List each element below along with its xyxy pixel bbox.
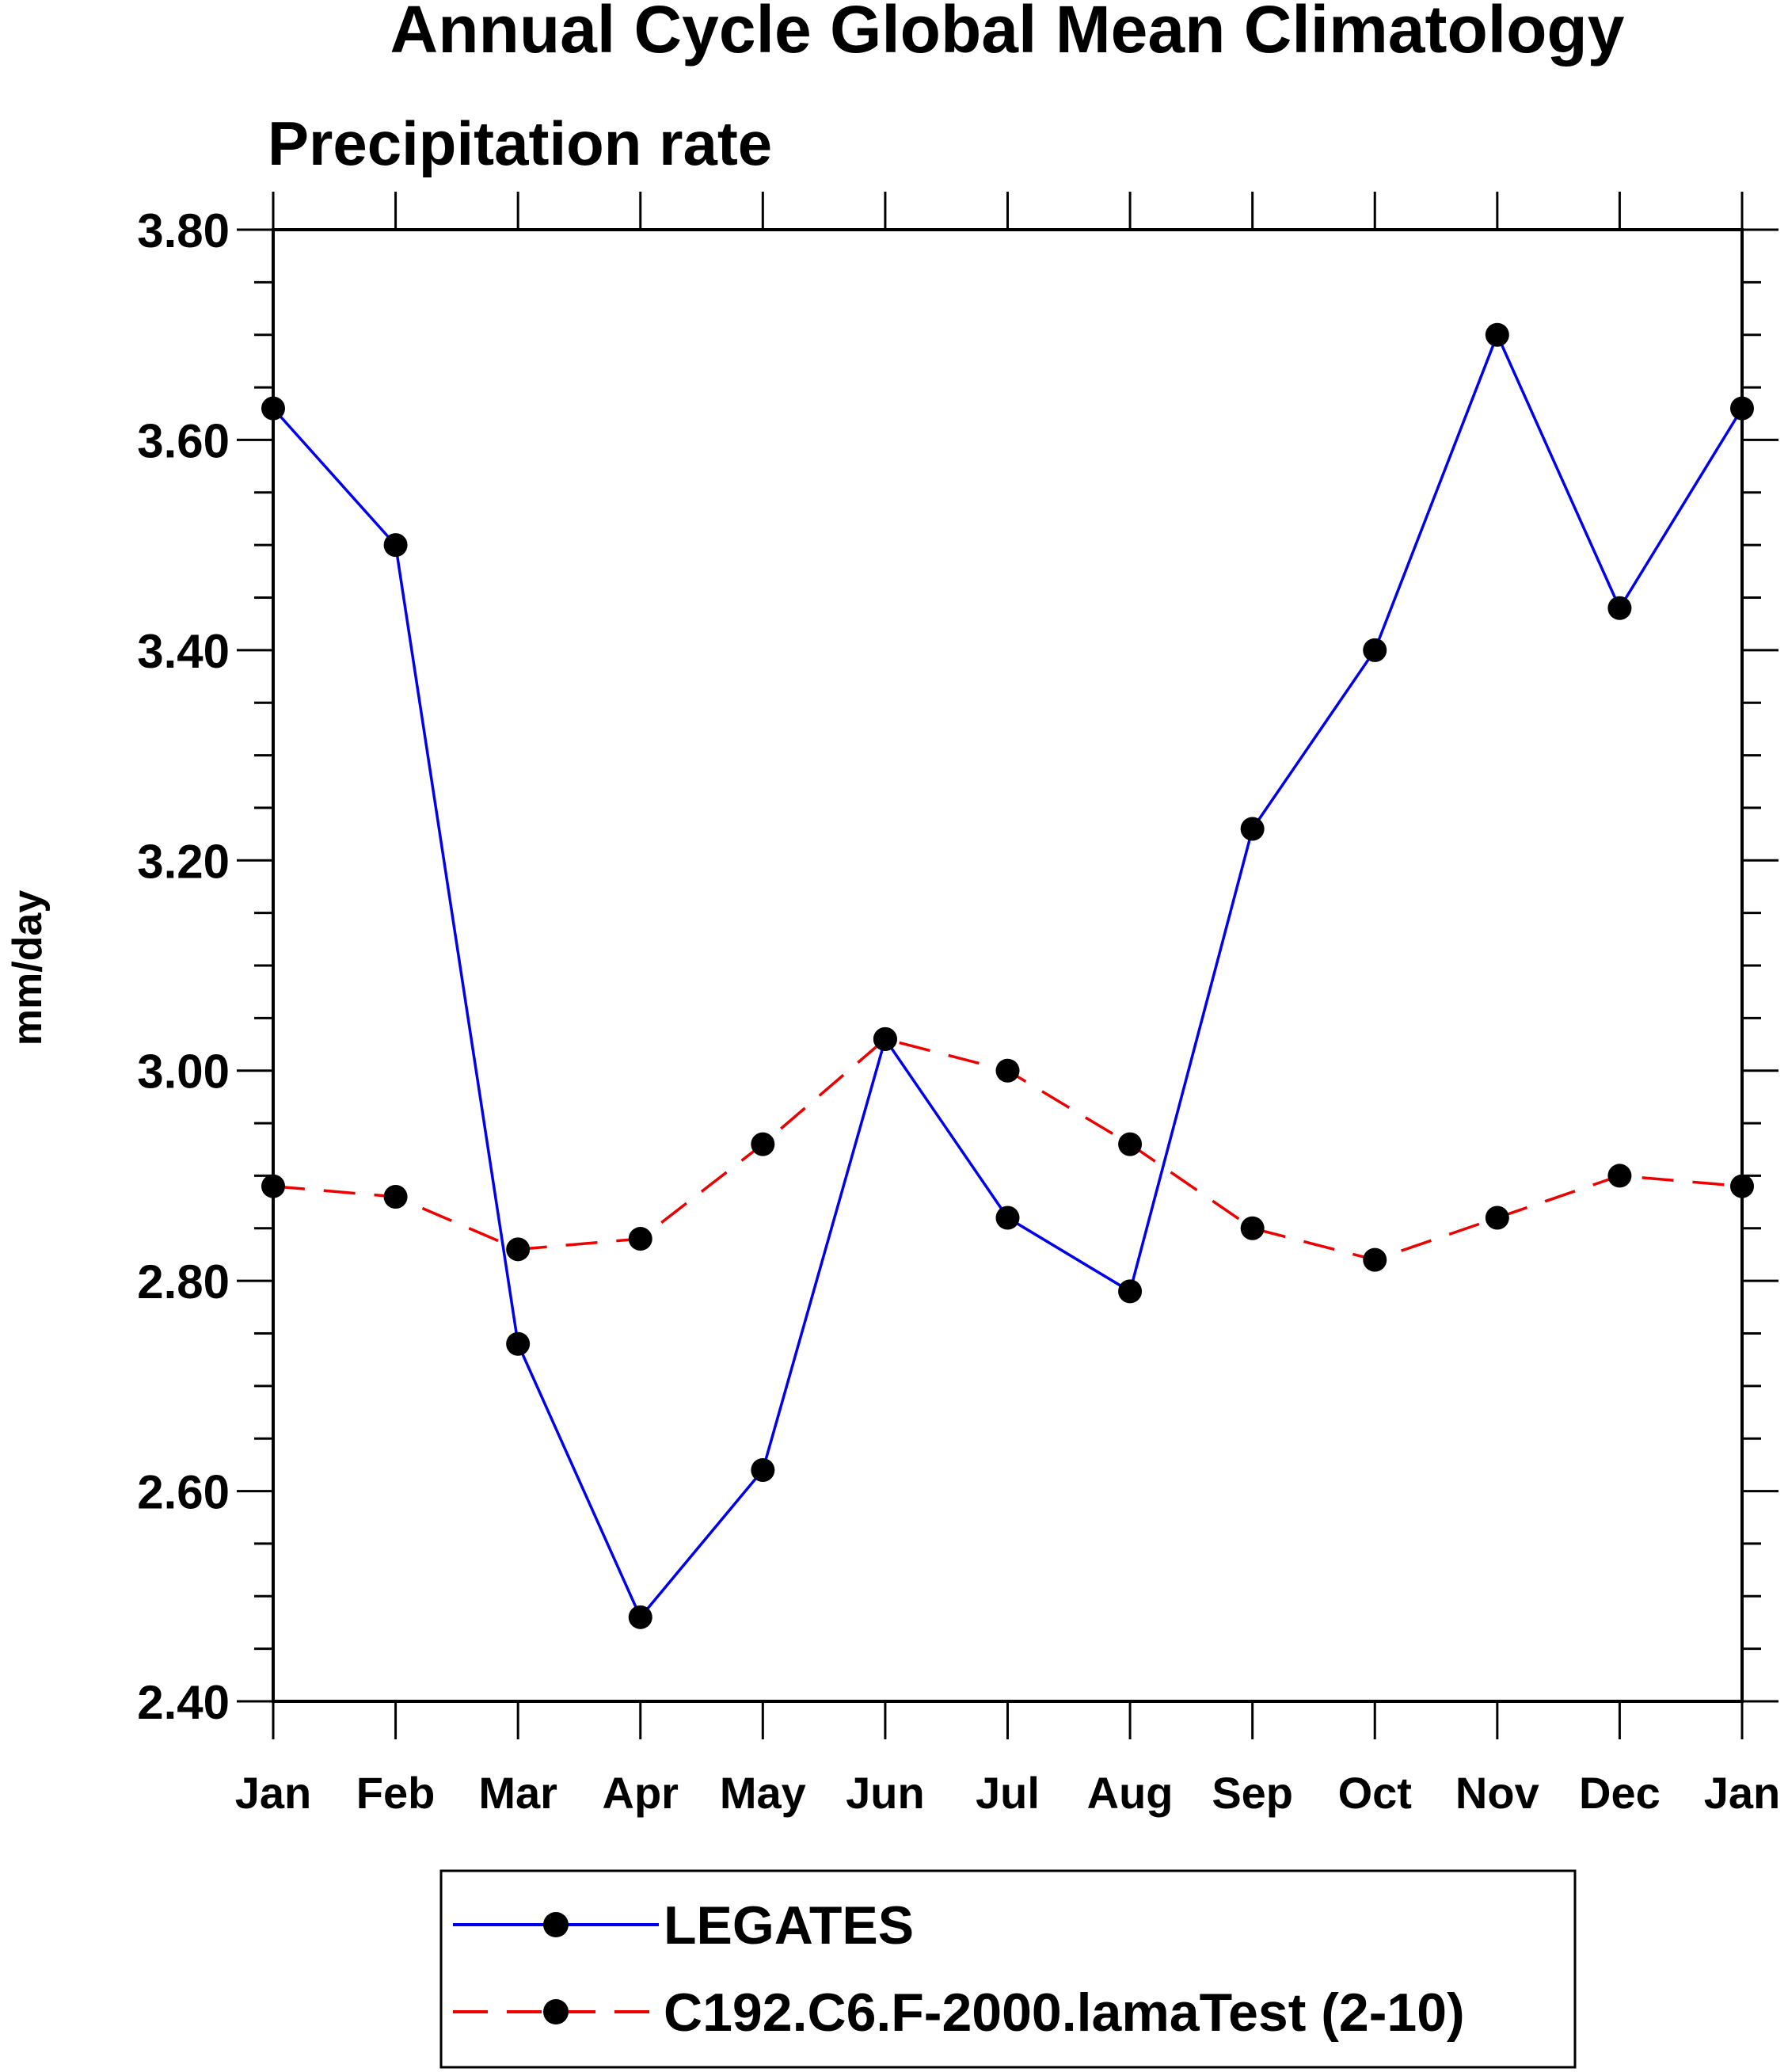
legend-label: LEGATES (664, 1895, 914, 1956)
y-axis-label: mm/day (5, 890, 51, 1046)
data-point (261, 1174, 285, 1198)
x-tick-label: Jan (1704, 1768, 1781, 1818)
legend-marker (543, 1912, 569, 1937)
legend-label: C192.C6.F-2000.lamaTest (2-10) (664, 1982, 1465, 2043)
y-axis: 2.40 2.60 2.80 3.00 3.20 3.40 3.60 3.80 (137, 204, 1778, 1729)
x-axis: Jan Feb Mar Apr May Jun Jul Aug Sep Oct Nov Dec Jan (235, 192, 1781, 1818)
data-point (1607, 1164, 1632, 1188)
data-point (1363, 1247, 1387, 1272)
series-line (272, 331, 1744, 1621)
plot-frame (272, 228, 1744, 1703)
chart-subtitle: Precipitation rate (268, 109, 772, 178)
x-tick-label: Apr (603, 1768, 679, 1818)
legend-box (439, 1869, 1577, 2069)
x-tick-label: Mar (478, 1768, 557, 1818)
x-tick-label: Sep (1212, 1768, 1293, 1818)
data-point (1363, 638, 1387, 662)
chart-title: Annual Cycle Global Mean Climatology (390, 0, 1625, 67)
x-tick-label: Nov (1455, 1768, 1539, 1818)
y-tick-label: 2.60 (137, 1466, 230, 1519)
series-1 (261, 322, 1754, 1629)
x-tick-label: Jan (235, 1768, 312, 1818)
x-tick-label: Aug (1087, 1768, 1174, 1818)
data-point (1485, 1205, 1509, 1230)
data-point (751, 1132, 775, 1156)
data-point (1730, 396, 1754, 421)
data-point (995, 1058, 1020, 1083)
data-point (628, 1227, 652, 1251)
y-tick-label: 2.40 (137, 1676, 230, 1729)
x-tick-label: May (720, 1768, 806, 1818)
y-tick-label: 3.20 (137, 835, 230, 888)
data-point (506, 1237, 531, 1262)
data-point (1730, 1174, 1754, 1198)
data-point (1240, 817, 1265, 841)
y-tick-label: 3.80 (137, 204, 230, 257)
plot-border (272, 228, 1744, 1703)
data-point (383, 1184, 408, 1209)
data-point (995, 1205, 1020, 1230)
y-tick-label: 2.80 (137, 1255, 230, 1308)
data-point (1118, 1132, 1143, 1156)
x-tick-label: Oct (1338, 1768, 1412, 1818)
data-point (1118, 1279, 1143, 1304)
x-tick-label: Jun (846, 1768, 925, 1818)
series-layer (261, 322, 1754, 1629)
y-tick-label: 3.40 (137, 625, 230, 678)
data-point (1240, 1216, 1265, 1240)
data-point (873, 1026, 897, 1051)
y-tick-label: 3.60 (137, 414, 230, 467)
data-point (261, 396, 285, 421)
series-2 (261, 1026, 1754, 1272)
x-tick-label: Dec (1579, 1768, 1661, 1818)
x-tick-label: Jul (976, 1768, 1040, 1818)
x-tick-label: Feb (356, 1768, 436, 1818)
legend-marker (543, 1999, 569, 2024)
data-point (1485, 322, 1509, 347)
data-point (751, 1458, 775, 1483)
data-point (628, 1605, 652, 1629)
y-tick-label: 3.00 (137, 1046, 230, 1099)
data-point (383, 533, 408, 558)
data-point (1607, 596, 1632, 620)
data-point (506, 1331, 531, 1356)
legend: LEGATES C192.C6.F-2000.lamaTest (2-10) (439, 1869, 1577, 2069)
